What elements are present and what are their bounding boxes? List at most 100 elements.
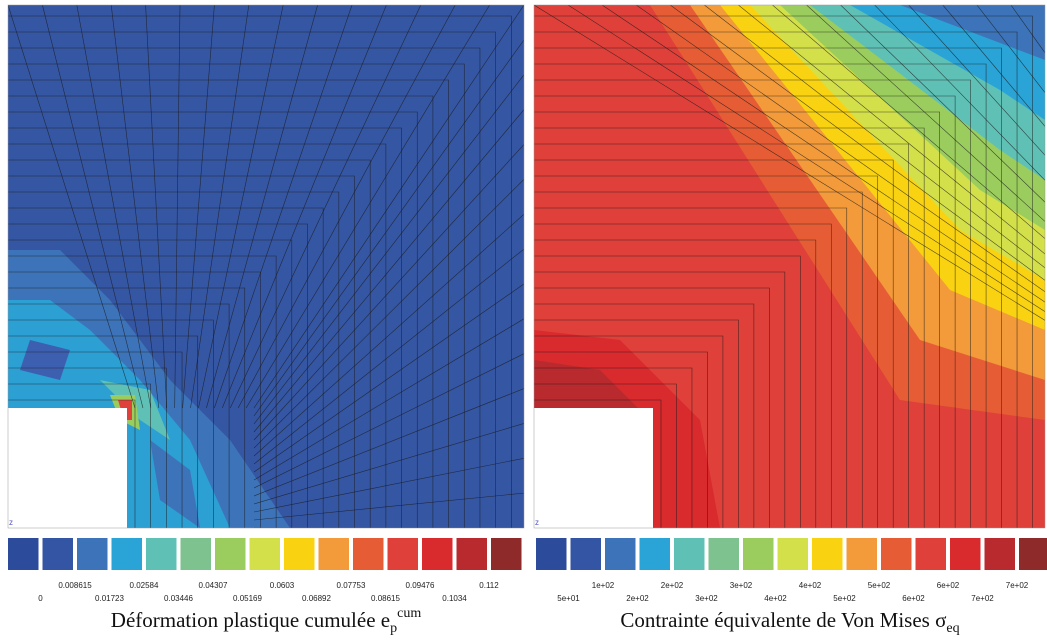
mesh-line (253, 423, 524, 505)
mesh-line (253, 283, 524, 473)
mesh-line (8, 79, 449, 528)
mesh-line (534, 303, 755, 528)
caption-sub: p (390, 621, 397, 636)
mesh-line (534, 399, 662, 528)
colorbar-label: 6e+02 (902, 594, 925, 603)
mesh-line (8, 63, 465, 528)
mesh-line (174, 5, 181, 409)
mesh-line (704, 5, 1045, 269)
colorbar-label: 0.112 (479, 581, 499, 590)
colorbar-label: 0.05169 (233, 594, 262, 603)
colorbar-label: 0.06892 (302, 594, 331, 603)
color-swatch (491, 538, 522, 570)
colorbar-label: 2e+02 (661, 581, 684, 590)
mesh-line (8, 207, 324, 528)
mesh-line (8, 303, 230, 528)
mesh-line (214, 5, 353, 409)
color-swatch (777, 538, 808, 570)
color-swatch (743, 538, 774, 570)
colorbar-label: 5e+02 (833, 594, 856, 603)
color-swatch (881, 538, 912, 570)
mesh-line (601, 5, 1045, 303)
mesh-line (253, 109, 524, 433)
mesh-line (8, 239, 293, 528)
colorbar-label: 0.01723 (95, 594, 124, 603)
colorbar-label: 2e+02 (626, 594, 649, 603)
mesh-line (534, 143, 909, 528)
mesh-line (253, 388, 524, 497)
mesh-line (42, 5, 144, 409)
mesh-line (8, 223, 308, 528)
colorbar-label: 0.04307 (199, 581, 228, 590)
mesh-line (8, 319, 214, 528)
mesh-line (534, 31, 1018, 528)
colorbar-label: 0.09476 (406, 581, 435, 590)
colorbar-label: 7e+02 (1006, 581, 1029, 590)
mesh-line (738, 5, 1045, 255)
caption: Déformation plastique cumulée epcum (111, 606, 422, 636)
mesh-line (253, 5, 524, 409)
color-swatch (984, 538, 1015, 570)
colorbar-label: 0.0603 (270, 581, 295, 590)
mesh-line (534, 223, 832, 528)
mesh-line (534, 335, 724, 528)
color-swatch (570, 538, 601, 570)
color-swatch (639, 538, 670, 570)
mesh-line (8, 159, 371, 528)
color-swatch (42, 538, 73, 570)
colorbar-label: 4e+02 (799, 581, 822, 590)
mesh-line (976, 5, 1045, 94)
mesh-line (534, 63, 987, 528)
colorbar-label: 3e+02 (730, 581, 753, 590)
mesh-line (806, 5, 1045, 222)
mesh-line (253, 492, 524, 521)
color-swatch (674, 538, 705, 570)
mesh-line (8, 287, 246, 528)
colorbar-label: 0.07753 (337, 581, 366, 590)
colorbar-label: 0.1034 (442, 594, 467, 603)
colorbar-label: 5e+01 (557, 594, 580, 603)
mesh-line (206, 5, 318, 409)
mesh-line (534, 271, 786, 528)
mesh-line (942, 5, 1045, 127)
mesh-line (534, 191, 863, 528)
mesh-line (534, 319, 739, 528)
color-swatch (605, 538, 636, 570)
mesh-line (8, 383, 151, 528)
mesh-line (8, 191, 340, 528)
mesh-line (253, 248, 524, 465)
color-swatch (387, 538, 418, 570)
color-swatch (536, 538, 567, 570)
color-swatch (708, 538, 739, 570)
color-swatch (284, 538, 315, 570)
colorbar-label: 0.08615 (371, 594, 400, 603)
color-swatch (915, 538, 946, 570)
mesh-line (8, 143, 387, 528)
color-swatch (812, 538, 843, 570)
color-swatch (318, 538, 349, 570)
mesh-line (253, 144, 524, 441)
mesh-line (8, 351, 183, 528)
caption-text: Déformation plastique cumulée e (111, 608, 390, 632)
mesh-line (534, 383, 677, 528)
colorbar-label: 0.02584 (130, 581, 159, 590)
mesh-line (8, 127, 402, 528)
mesh-line (8, 111, 418, 528)
mesh-line (8, 95, 434, 528)
mesh-line (8, 5, 136, 409)
mesh-line (670, 5, 1045, 281)
axis-letter: z (9, 518, 13, 527)
color-swatch (146, 538, 177, 570)
colorbar-label: 4e+02 (764, 594, 787, 603)
color-swatch (353, 538, 384, 570)
mesh-line (534, 79, 971, 528)
colorbar-label: 6e+02 (937, 581, 960, 590)
mesh-line (229, 5, 422, 409)
mesh-line (534, 159, 894, 528)
caption: Contrainte équivalente de Von Mises σeq (620, 608, 959, 636)
mesh-line (636, 5, 1045, 293)
mesh-line (253, 74, 524, 425)
color-swatch (1019, 538, 1047, 570)
mesh-line (772, 5, 1045, 240)
